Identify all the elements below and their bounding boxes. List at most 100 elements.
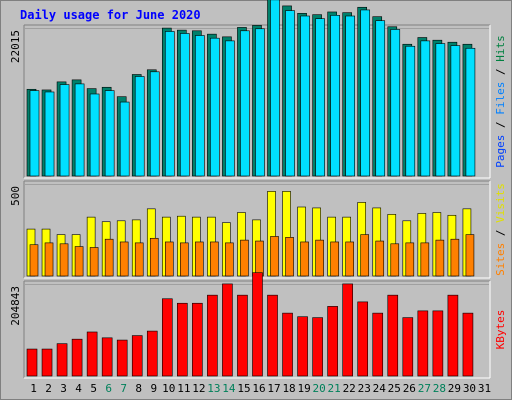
bar-sites-21 [330,241,339,277]
bar-kbytes-27 [417,310,429,377]
bar-kbytes-4 [71,338,83,377]
bar-sites-23 [360,234,370,277]
bar-sites-13 [210,241,219,277]
bar-sites-5 [89,247,99,277]
axis-label-part: Hits [494,35,507,62]
axis-label-part: Visits [494,183,507,223]
chart-title: Daily usage for June 2020 [20,8,201,22]
bar-files-27 [420,40,431,177]
bar-files-24 [375,20,386,177]
bar-kbytes-8 [131,335,143,377]
x-tick-1: 1 [30,382,37,395]
bar-sites-1 [29,244,39,277]
bar-kbytes-24 [372,312,384,377]
bar-files-11 [180,33,190,177]
bar-kbytes-15 [237,294,248,377]
bar-sites-7 [119,241,129,277]
x-tick-9: 9 [150,382,157,395]
bar-files-23 [360,9,371,177]
bar-files-25 [390,29,401,177]
bar-kbytes-28 [432,310,444,377]
bar-kbytes-11 [177,302,188,377]
max-label-hits_files_pages: 22015 [9,30,22,63]
bar-files-5 [89,93,100,177]
bar-sites-15 [240,239,249,277]
bar-kbytes-18 [282,312,293,377]
axis-label-part: / [494,115,507,135]
bar-files-28 [435,43,446,177]
bar-kbytes-23 [357,301,369,377]
bar-sites-2 [44,242,54,277]
axis-label-part: / [494,223,507,243]
x-tick-26: 26 [403,382,416,395]
bar-kbytes-20 [312,317,323,377]
x-tick-6: 6 [105,382,112,395]
bar-kbytes-2 [41,348,53,377]
x-tick-14: 14 [222,382,236,395]
x-tick-2: 2 [45,382,52,395]
x-tick-21: 21 [328,382,341,395]
x-tick-16: 16 [252,382,265,395]
axis-label-part: Sites [494,243,507,276]
axis-label-hits_files_pages: Pages / Files / Hits [494,35,507,168]
bar-sites-20 [315,239,324,277]
bar-sites-24 [375,240,385,277]
bar-sites-4 [74,246,84,277]
bar-files-14 [225,40,235,177]
bar-sites-3 [59,243,69,277]
bar-sites-8 [134,242,144,277]
bar-sites-25 [390,243,400,277]
axis-label-part: Files [494,82,507,115]
bar-files-2 [44,91,55,177]
x-tick-20: 20 [313,382,326,395]
bar-sites-27 [420,242,430,277]
axis-label-part: / [494,62,507,82]
bar-kbytes-6 [101,337,113,377]
bar-kbytes-3 [56,343,68,377]
bar-files-6 [104,90,115,177]
bar-kbytes-25 [387,294,399,377]
x-tick-13: 13 [207,382,220,395]
bar-sites-14 [225,242,234,277]
bar-kbytes-30 [462,312,474,377]
bar-kbytes-26 [402,317,414,377]
x-tick-17: 17 [267,382,280,395]
x-tick-12: 12 [192,382,205,395]
x-tick-23: 23 [358,382,371,395]
bar-sites-12 [195,241,204,277]
bar-files-1 [29,90,40,177]
bar-files-13 [210,37,220,177]
bar-sites-30 [465,234,475,277]
x-tick-29: 29 [448,382,461,395]
bar-kbytes-17 [267,294,278,377]
x-tick-24: 24 [373,382,387,395]
axis-label-visits_sites: Sites / Visits [494,183,507,276]
max-label-visits_sites: 500 [9,186,22,206]
bar-sites-26 [405,242,415,277]
bar-files-22 [345,15,355,177]
x-tick-22: 22 [343,382,356,395]
bar-kbytes-5 [86,331,98,377]
bar-files-10 [164,31,175,177]
x-tick-28: 28 [433,382,446,395]
x-tick-31: 31 [478,382,491,395]
bar-sites-16 [255,240,264,277]
x-tick-11: 11 [177,382,190,395]
bar-kbytes-1 [26,348,38,377]
x-tick-25: 25 [388,382,401,395]
x-tick-4: 4 [75,382,82,395]
bar-sites-18 [285,237,294,277]
bar-files-9 [149,71,160,177]
bar-sites-11 [180,242,189,277]
bar-files-16 [255,28,265,177]
bar-sites-19 [300,241,309,277]
bar-files-20 [315,18,325,177]
bar-files-4 [74,83,85,177]
bar-kbytes-13 [207,294,218,377]
bar-files-15 [240,30,250,177]
bar-files-8 [134,76,145,177]
bar-files-26 [405,45,416,177]
bar-files-12 [195,35,205,177]
bar-kbytes-10 [161,298,173,377]
